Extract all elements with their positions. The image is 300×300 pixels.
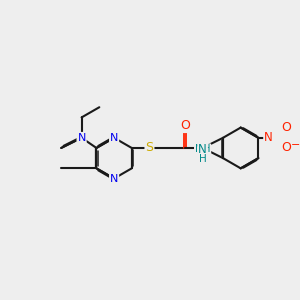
Text: O: O	[180, 119, 190, 132]
Text: N: N	[198, 143, 207, 156]
Text: O: O	[281, 121, 291, 134]
Text: O: O	[281, 142, 291, 154]
Text: N: N	[264, 131, 273, 144]
Text: S: S	[146, 142, 154, 154]
Text: H: H	[199, 154, 206, 164]
Text: N: N	[110, 133, 118, 143]
Text: N: N	[77, 133, 86, 143]
Text: N: N	[110, 173, 118, 184]
Text: NH
H: NH H	[195, 144, 210, 166]
Text: −: −	[291, 140, 300, 150]
